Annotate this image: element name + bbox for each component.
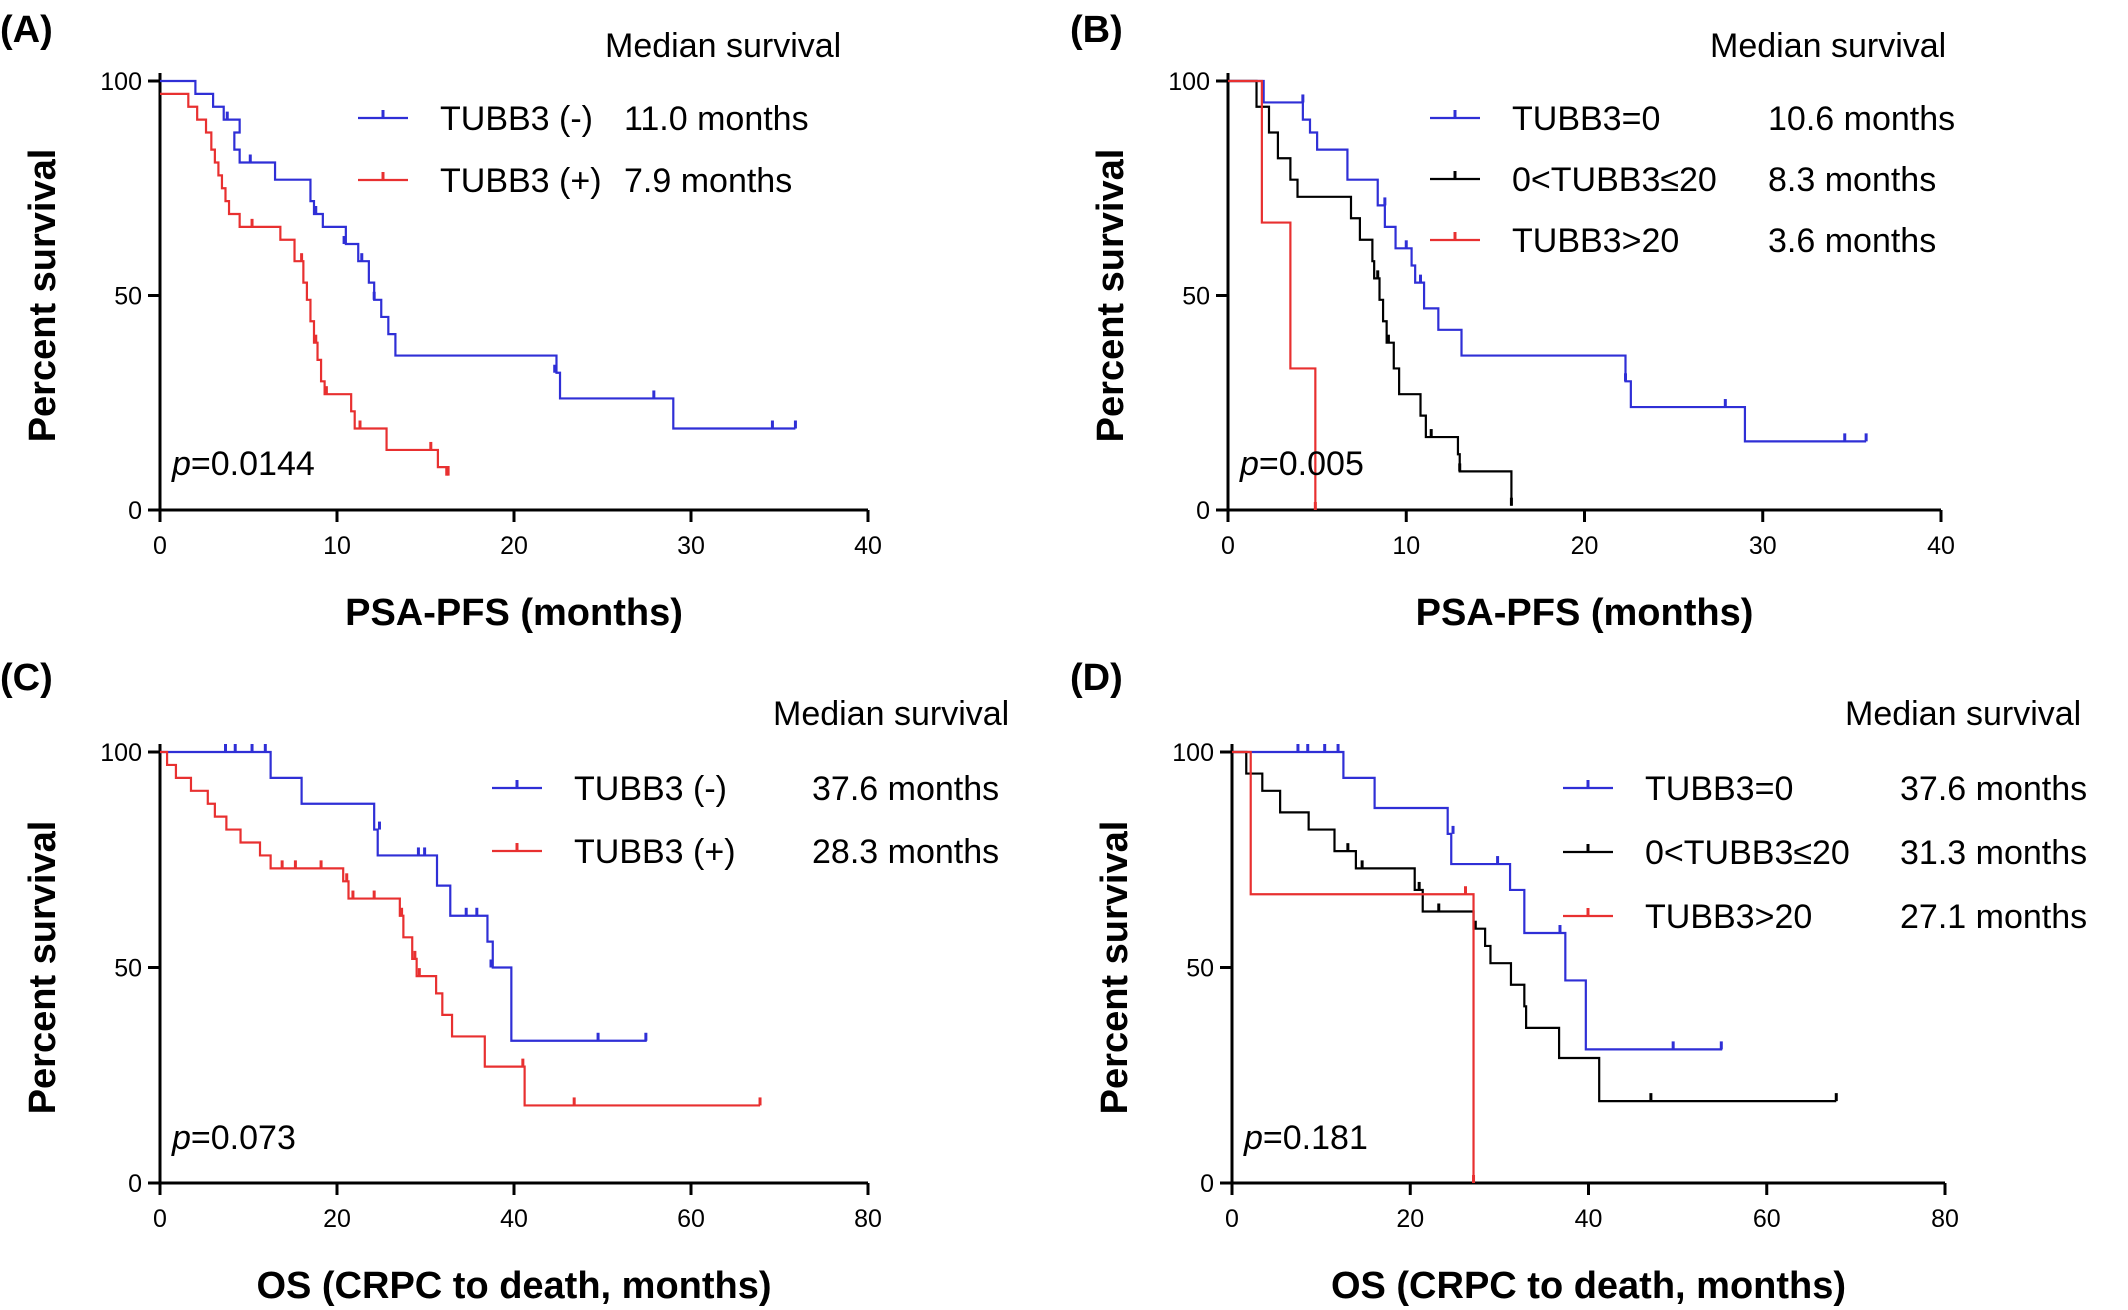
p-value: p=0.073 <box>171 1119 296 1157</box>
legend-heading: Median survival <box>1710 27 1946 65</box>
x-tick-label: 80 <box>854 1205 882 1233</box>
x-tick-label: 0 <box>153 1205 167 1233</box>
y-axis-title: Percent survival <box>1090 149 1132 443</box>
legend-median: 37.6 months <box>812 770 999 808</box>
legend-label: TUBB3=0 <box>1645 770 1793 808</box>
x-tick-label: 30 <box>1749 532 1777 560</box>
panel-letter: (D) <box>1070 657 1123 699</box>
x-tick-label: 0 <box>1225 1205 1239 1233</box>
legend-label: 0<TUBB3≤20 <box>1512 161 1717 199</box>
y-tick-label: 50 <box>114 955 142 983</box>
x-tick-label: 60 <box>677 1205 705 1233</box>
legend-median: 10.6 months <box>1768 100 1955 138</box>
legend-heading: Median survival <box>1845 695 2081 733</box>
y-tick-label: 0 <box>128 497 142 525</box>
p-value: p=0.0144 <box>171 445 315 483</box>
y-tick-label: 100 <box>100 739 142 767</box>
legend-label: TUBB3 (+) <box>574 833 736 871</box>
y-axis-title: Percent survival <box>1094 821 1136 1115</box>
legend-median: 31.3 months <box>1900 834 2087 872</box>
x-tick-label: 10 <box>323 532 351 560</box>
x-tick-label: 60 <box>1753 1205 1781 1233</box>
legend-median: 7.9 months <box>624 162 792 200</box>
km-panel-b: (B) 0 50 100 0 10 20 30 40 PSA-PFS (months) Percen… <box>1070 9 1955 634</box>
x-axis-title: PSA-PFS (months) <box>345 592 683 634</box>
x-tick-label: 40 <box>1927 532 1955 560</box>
km-panel-d: (D) 0 50 100 0 20 40 60 80 OS (CRPC to death, mon… <box>1070 657 2087 1307</box>
y-tick-label: 0 <box>1196 497 1210 525</box>
y-tick-label: 100 <box>1168 68 1210 96</box>
y-tick-label: 100 <box>100 68 142 96</box>
legend-label: TUBB3=0 <box>1512 100 1660 138</box>
survival-curve <box>160 750 647 1042</box>
y-tick-label: 0 <box>1200 1170 1214 1198</box>
y-axis-title: Percent survival <box>22 149 64 443</box>
x-tick-label: 30 <box>677 532 705 560</box>
survival-curve <box>160 92 450 476</box>
legend-median: 11.0 months <box>624 100 809 138</box>
x-tick-label: 40 <box>500 1205 528 1233</box>
legend-median: 8.3 months <box>1768 161 1936 199</box>
legend-median: 37.6 months <box>1900 770 2087 808</box>
survival-curve <box>160 79 796 430</box>
legend-median: 28.3 months <box>812 833 999 871</box>
y-tick-label: 50 <box>1186 955 1214 983</box>
legend-label: TUBB3>20 <box>1512 222 1679 260</box>
x-tick-label: 20 <box>323 1205 351 1233</box>
legend-median: 3.6 months <box>1768 222 1936 260</box>
legend-label: TUBB3 (-) <box>440 100 593 138</box>
p-value: p=0.181 <box>1243 1119 1368 1157</box>
panel-letter: (B) <box>1070 9 1123 51</box>
x-tick-label: 20 <box>500 532 528 560</box>
y-tick-label: 100 <box>1172 739 1214 767</box>
legend-label: TUBB3>20 <box>1645 898 1812 936</box>
panel-letter: (A) <box>0 9 53 51</box>
x-axis-title: OS (CRPC to death, months) <box>256 1265 771 1307</box>
p-value: p=0.005 <box>1239 445 1364 483</box>
x-tick-label: 20 <box>1571 532 1599 560</box>
survival-curve <box>1228 79 1867 443</box>
survival-curve <box>1232 750 1723 1051</box>
legend-median: 27.1 months <box>1900 898 2087 936</box>
legend-heading: Median survival <box>605 27 841 65</box>
y-tick-label: 50 <box>1182 283 1210 311</box>
survival-curve <box>1228 79 1317 510</box>
y-tick-label: 50 <box>114 283 142 311</box>
x-tick-label: 80 <box>1931 1205 1959 1233</box>
km-panel-c: (C) 0 50 100 0 20 40 60 80 OS (CRPC to death, mon… <box>0 657 1009 1307</box>
x-tick-label: 0 <box>153 532 167 560</box>
y-tick-label: 0 <box>128 1170 142 1198</box>
y-axis-title: Percent survival <box>22 821 64 1115</box>
x-tick-label: 0 <box>1221 532 1235 560</box>
survival-curve <box>160 750 761 1107</box>
legend-heading: Median survival <box>773 695 1009 733</box>
x-tick-label: 20 <box>1396 1205 1424 1233</box>
x-axis-title: OS (CRPC to death, months) <box>1331 1265 1846 1307</box>
survival-curve <box>1232 750 1475 1183</box>
panel-letter: (C) <box>0 657 53 699</box>
legend-label: TUBB3 (-) <box>574 770 727 808</box>
x-tick-label: 40 <box>854 532 882 560</box>
x-tick-label: 10 <box>1392 532 1420 560</box>
survival-curve <box>1228 79 1513 506</box>
x-axis-title: PSA-PFS (months) <box>1416 592 1754 634</box>
km-panel-a: (A) 0 50 100 0 10 20 30 40 PSA-PFS (months) Percen… <box>0 9 882 634</box>
survival-curve <box>1232 750 1837 1103</box>
legend-label: TUBB3 (+) <box>440 162 602 200</box>
x-tick-label: 40 <box>1575 1205 1603 1233</box>
legend-label: 0<TUBB3≤20 <box>1645 834 1850 872</box>
